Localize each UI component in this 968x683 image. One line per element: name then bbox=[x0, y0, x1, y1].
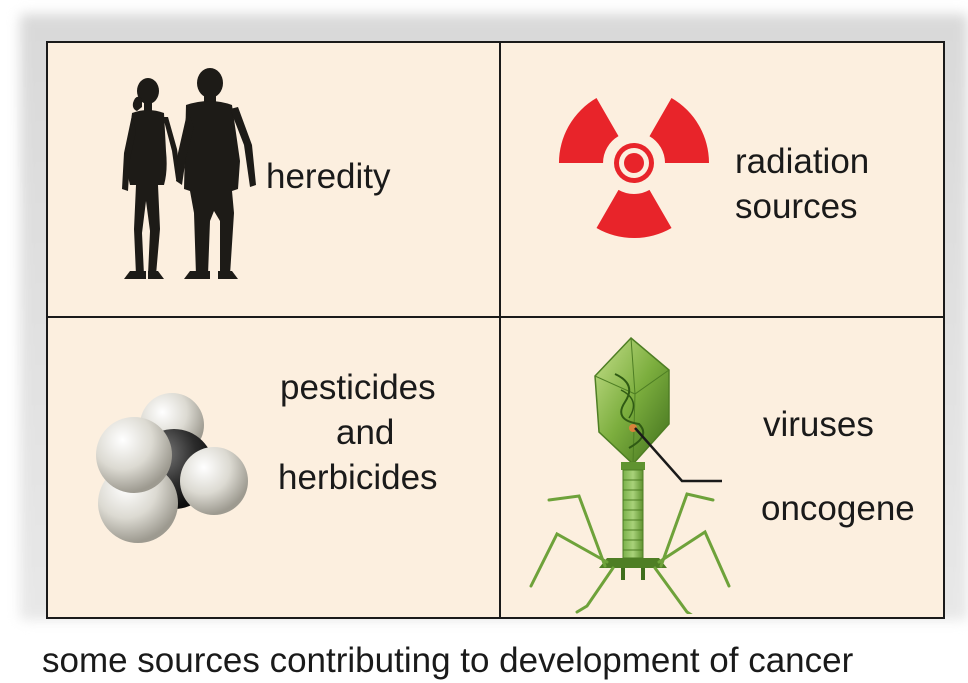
panel-radiation: radiation sources bbox=[501, 43, 945, 316]
panel-viruses: viruses oncogene bbox=[501, 318, 945, 619]
oncogene-callout-label: oncogene bbox=[761, 489, 915, 528]
panel-heredity: heredity bbox=[48, 43, 499, 316]
pesticides-label-line2: and bbox=[336, 413, 395, 452]
radiation-label-line2: sources bbox=[735, 187, 858, 226]
heredity-label: heredity bbox=[266, 157, 391, 196]
bacteriophage-icon bbox=[529, 336, 731, 614]
couple-silhouette-icon bbox=[122, 68, 256, 279]
cancer-sources-grid: heredity radiation sources bbox=[46, 41, 945, 619]
pesticides-label-line1: pesticides bbox=[280, 368, 436, 407]
radiation-trefoil-icon bbox=[558, 98, 709, 238]
vertical-divider bbox=[499, 43, 501, 617]
pesticides-label-line3: herbicides bbox=[278, 458, 438, 497]
radiation-label-line1: radiation bbox=[735, 142, 870, 181]
horizontal-divider bbox=[48, 316, 943, 318]
figure-caption: some sources contributing to development… bbox=[42, 641, 854, 680]
viruses-label: viruses bbox=[763, 405, 874, 444]
panel-pesticides: pesticides and herbicides bbox=[48, 318, 499, 619]
methane-molecule-icon bbox=[96, 393, 248, 543]
